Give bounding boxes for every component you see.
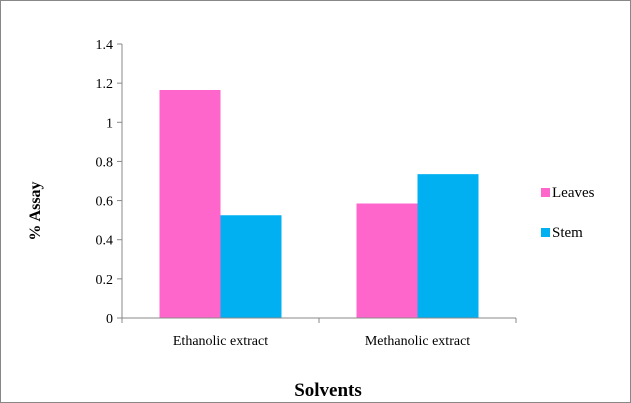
y-axis: 0 0.2 0.4 0.6 0.8 1 1.2 1.4 — [96, 38, 123, 327]
y-tick-label: 1.2 — [96, 77, 114, 92]
y-tick-label: 0 — [106, 312, 113, 327]
x-axis: Ethanolic extract Methanolic extract — [121, 317, 517, 349]
legend-swatch-stem — [541, 228, 550, 237]
legend-label-leaves: Leaves — [552, 185, 595, 201]
legend-swatch-leaves — [541, 188, 550, 197]
x-category-label: Ethanolic extract — [173, 334, 268, 349]
legend-label-stem: Stem — [552, 225, 583, 241]
y-tick-label: 0.4 — [96, 234, 114, 249]
x-category-label: Methanolic extract — [365, 334, 470, 349]
bar-leaves-1 — [159, 89, 221, 318]
y-tick-label: 0.6 — [96, 195, 114, 210]
plot-area — [159, 89, 479, 318]
bar-stem-2 — [417, 174, 479, 318]
bar-leaves-2 — [356, 203, 418, 318]
y-tick-label: 1.4 — [96, 38, 114, 53]
y-tick-label: 0.8 — [96, 155, 114, 170]
legend: Leaves Stem — [541, 185, 595, 241]
x-axis-title: Solvents — [294, 380, 362, 401]
bar-stem-1 — [220, 215, 282, 318]
y-tick-label: 0.2 — [96, 273, 114, 288]
y-axis-title: % Assay — [27, 181, 44, 240]
y-tick-label: 1 — [106, 116, 113, 131]
